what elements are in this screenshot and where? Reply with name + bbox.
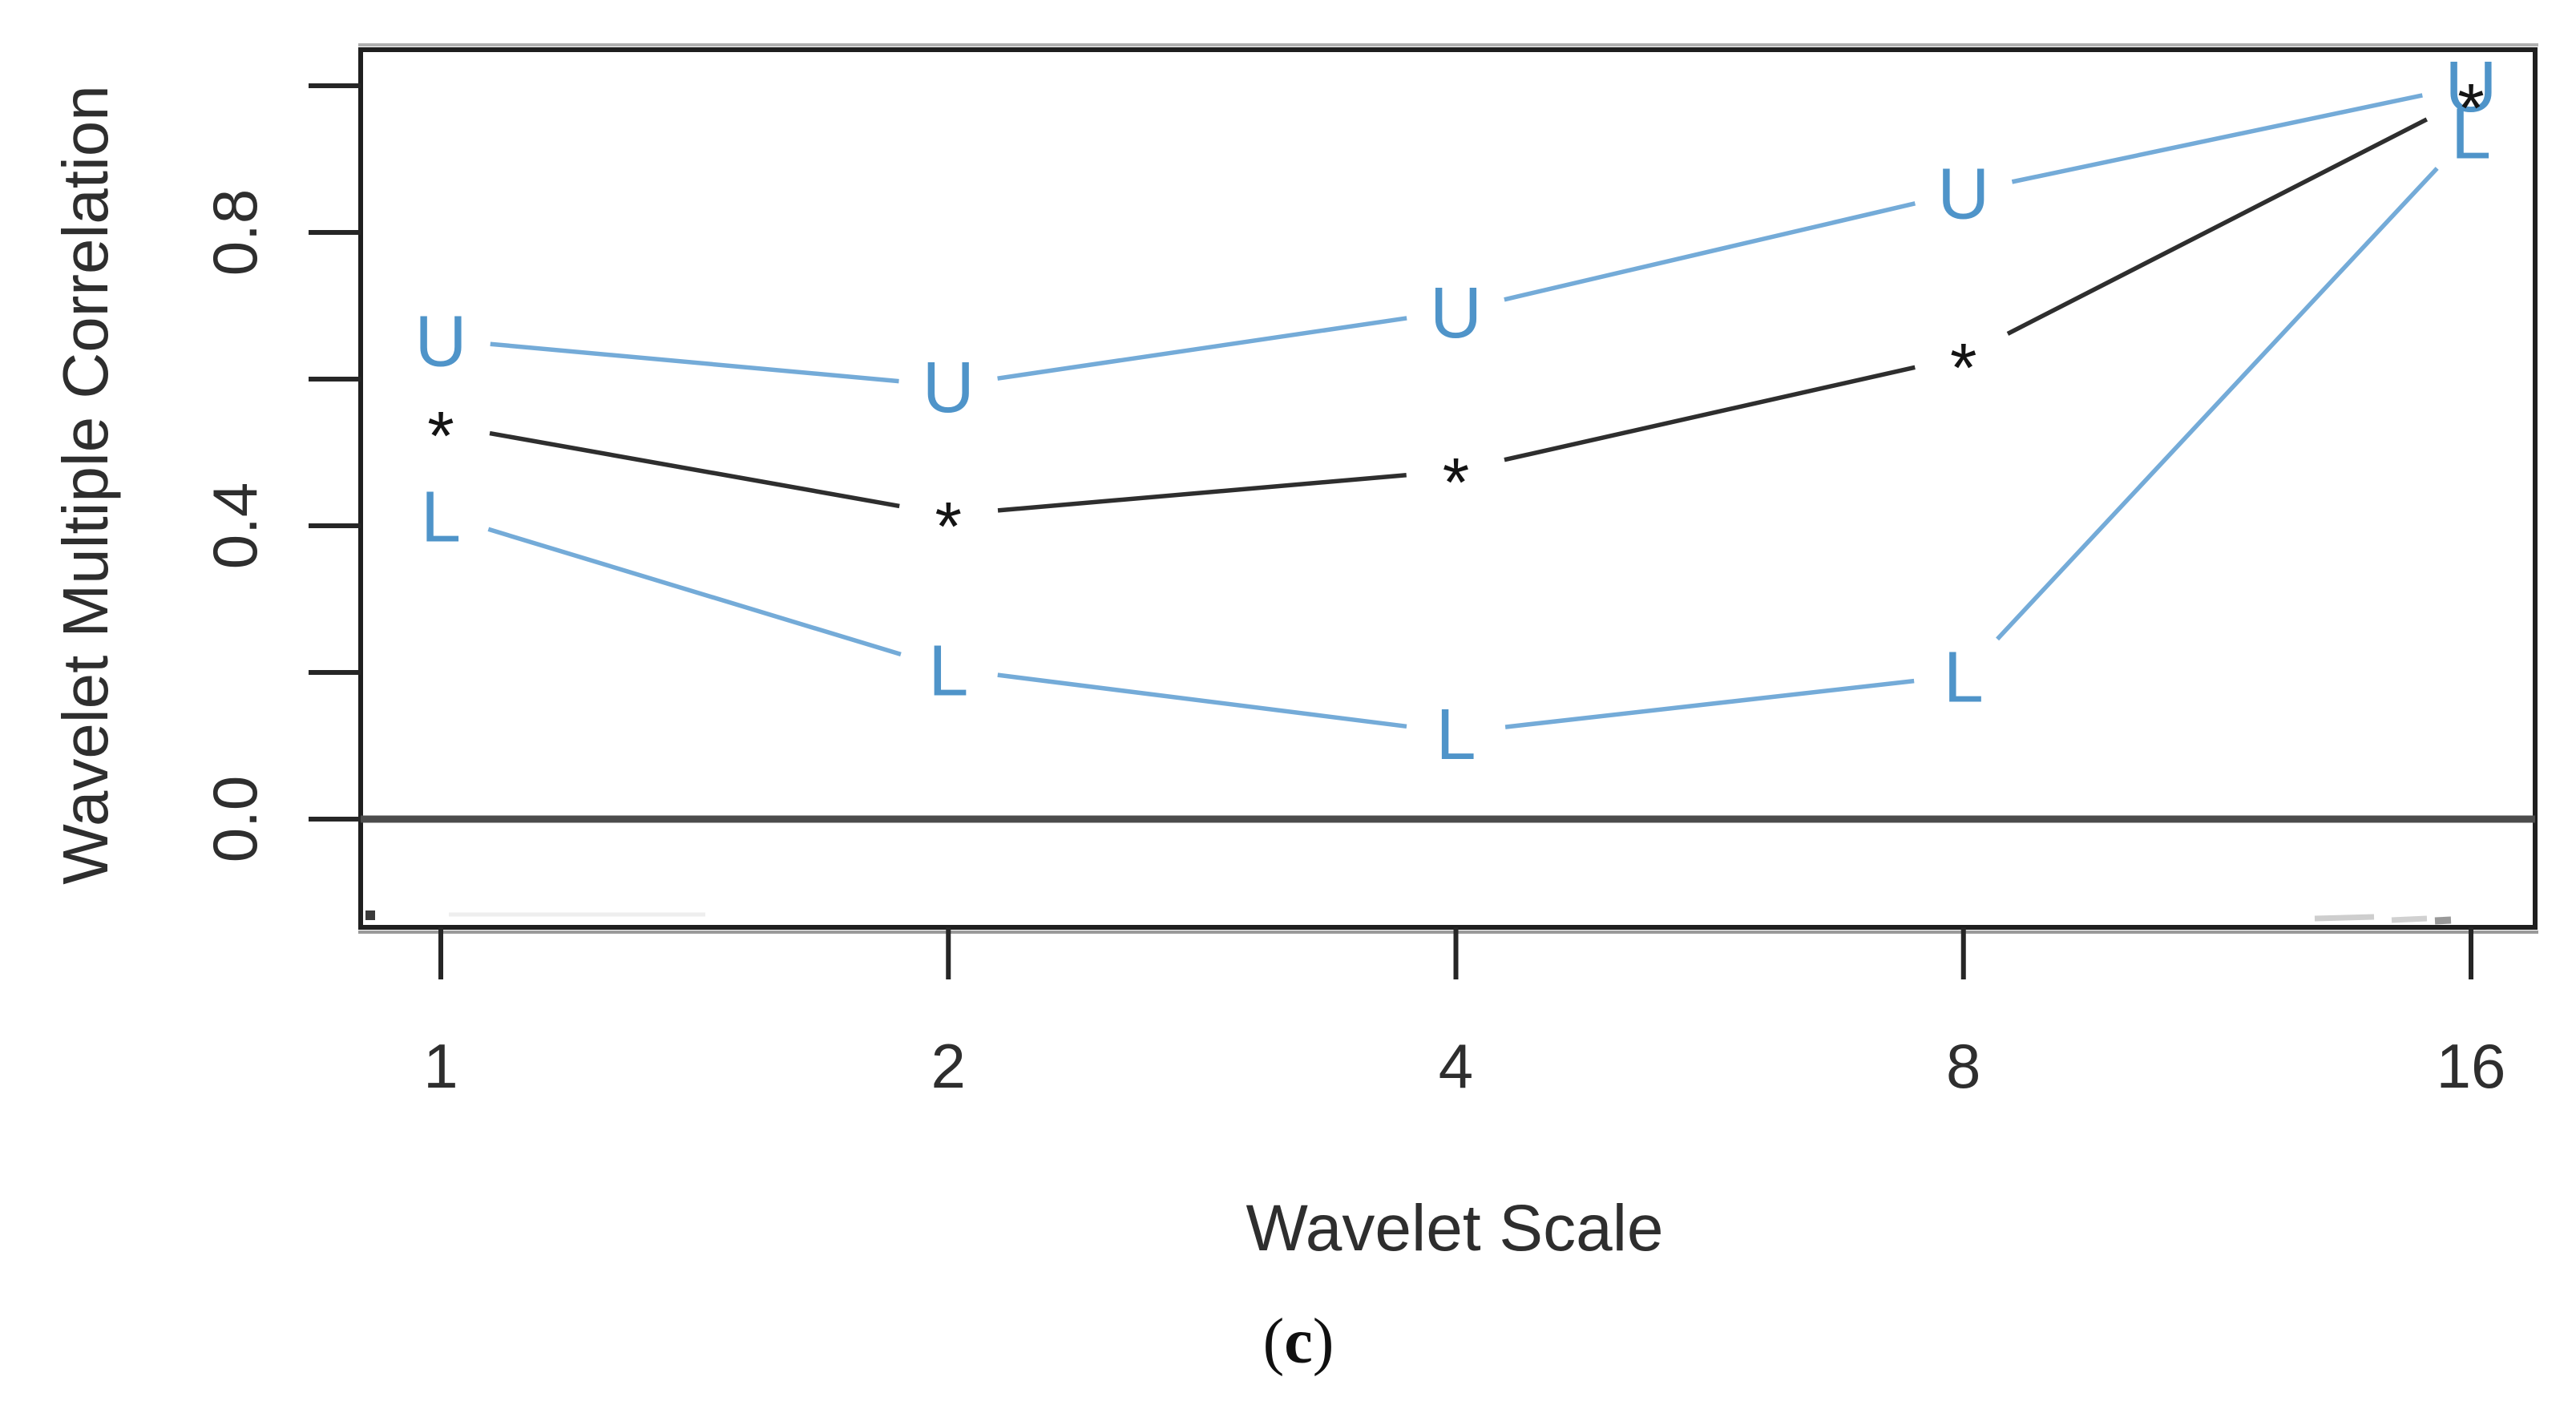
data-point-label-lower-confidence-bound: L — [421, 477, 461, 557]
series-line-segment-lower-confidence-bound — [1996, 167, 2439, 641]
data-point-label-wavelet-multiple-correlation-estimate: * — [427, 398, 454, 475]
data-point-label-lower-confidence-bound: L — [2451, 95, 2491, 175]
x-axis-tick-label: 1 — [423, 1031, 458, 1101]
series-line-segment-upper-confidence-bound — [1504, 201, 1916, 302]
y-axis-title: Wavelet Multiple Correlation — [50, 85, 121, 884]
scan-artifact-dot — [365, 910, 375, 920]
series-line-segment-wavelet-multiple-correlation-estimate — [2006, 117, 2429, 336]
caption-letter: c — [1284, 1306, 1313, 1377]
data-point-label-lower-confidence-bound: L — [1944, 638, 1984, 718]
data-point-label-wavelet-multiple-correlation-estimate: * — [935, 488, 962, 565]
scan-artifact-smudge — [2391, 915, 2428, 923]
x-axis-tick-label: 8 — [1946, 1031, 1980, 1101]
series-line-segment-wavelet-multiple-correlation-estimate — [1504, 365, 1916, 462]
series-line-segment-upper-confidence-bound — [490, 341, 899, 384]
series-line-segment-wavelet-multiple-correlation-estimate — [997, 472, 1407, 513]
series-line-segment-lower-confidence-bound — [997, 672, 1407, 729]
x-axis-tick-label: 2 — [931, 1031, 966, 1101]
x-axis-title: Wavelet Scale — [1246, 1192, 1663, 1265]
series-line-segment-upper-confidence-bound — [997, 316, 1407, 381]
data-point-label-upper-confidence-bound: U — [1937, 155, 1989, 235]
data-point-label-upper-confidence-bound: U — [1430, 273, 1482, 353]
scan-artifact-smudge — [2314, 914, 2375, 922]
series-line-segment-lower-confidence-bound — [487, 527, 902, 657]
data-point-label-wavelet-multiple-correlation-estimate: * — [1950, 330, 1976, 407]
plot-box — [358, 47, 2538, 930]
data-point-label-lower-confidence-bound: L — [928, 631, 968, 711]
data-point-label-wavelet-multiple-correlation-estimate: * — [2457, 71, 2484, 147]
y-axis-tick-label: 0.4 — [200, 482, 270, 569]
subfigure-caption: (c) — [1263, 1306, 1334, 1377]
data-point-label-wavelet-multiple-correlation-estimate: * — [1443, 444, 1469, 521]
y-axis-tick-label: 0.8 — [200, 189, 270, 276]
data-point-label-upper-confidence-bound: U — [415, 302, 467, 382]
y-axis-tick-label: 0.0 — [200, 776, 270, 862]
caption-open-paren: ( — [1263, 1306, 1285, 1377]
caption-close-paren: ) — [1313, 1306, 1334, 1377]
data-point-label-upper-confidence-bound: U — [2445, 47, 2497, 127]
data-point-label-lower-confidence-bound: L — [1435, 695, 1476, 775]
series-line-segment-wavelet-multiple-correlation-estimate — [489, 430, 900, 509]
x-axis-tick-label: 4 — [1439, 1031, 1473, 1101]
series-line-segment-upper-confidence-bound — [2011, 93, 2423, 184]
series-line-segment-lower-confidence-bound — [1504, 678, 1915, 729]
data-point-label-upper-confidence-bound: U — [923, 348, 975, 428]
scan-artifact-smudge — [2434, 916, 2452, 925]
x-axis-tick-label: 16 — [2437, 1031, 2506, 1101]
